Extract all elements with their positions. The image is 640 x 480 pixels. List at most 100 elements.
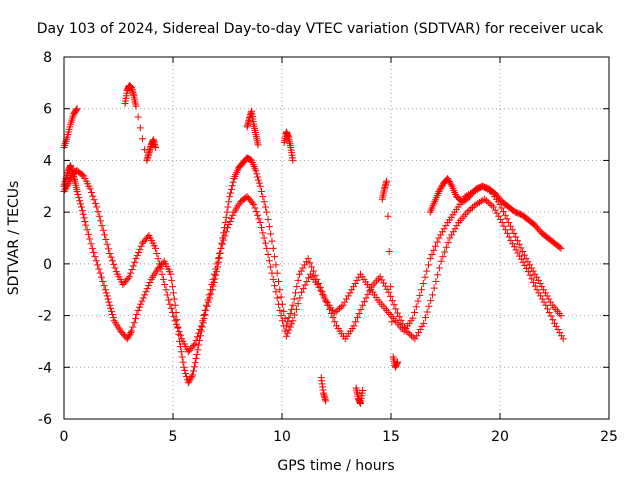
data-point	[275, 300, 283, 308]
data-point	[175, 328, 183, 336]
data-point	[189, 371, 197, 379]
data-point	[187, 374, 195, 382]
data-point	[557, 312, 565, 320]
data-point	[264, 215, 272, 223]
data-point	[362, 294, 370, 302]
data-point	[513, 237, 521, 245]
data-point	[108, 257, 116, 265]
data-point	[364, 290, 372, 298]
data-point	[536, 280, 544, 288]
data-point	[98, 222, 106, 230]
data-point	[337, 303, 345, 311]
data-point	[285, 326, 293, 334]
data-point	[96, 269, 104, 277]
data-point	[282, 332, 290, 340]
data-point	[180, 363, 188, 371]
data-point	[469, 203, 477, 211]
data-point	[106, 301, 114, 309]
data-point	[167, 304, 175, 312]
data-point	[448, 231, 456, 239]
data-point	[132, 255, 140, 263]
data-point	[299, 264, 307, 272]
data-point	[99, 277, 107, 285]
data-point	[272, 288, 280, 296]
data-point	[133, 252, 141, 260]
data-point	[383, 177, 391, 185]
data-point	[431, 242, 439, 250]
data-point	[531, 270, 539, 278]
data-point	[100, 282, 108, 290]
data-point	[90, 196, 98, 204]
data-point	[284, 318, 292, 326]
data-point	[437, 257, 445, 265]
y-tick-label: -6	[38, 412, 52, 428]
data-point	[259, 193, 267, 201]
data-point	[190, 363, 198, 371]
data-point	[102, 289, 110, 297]
data-point	[254, 141, 262, 149]
data-point	[86, 235, 94, 243]
data-point	[421, 273, 429, 281]
data-point	[378, 276, 386, 284]
data-point	[445, 176, 453, 184]
data-point	[343, 295, 351, 303]
data-point	[521, 261, 529, 269]
data-point	[551, 319, 558, 327]
data-point	[484, 198, 492, 206]
data-point	[271, 282, 279, 290]
data-point	[229, 178, 237, 186]
x-tick-label: 10	[273, 429, 291, 445]
data-point	[552, 322, 560, 330]
data-point	[420, 319, 428, 327]
data-point	[411, 335, 419, 343]
data-point	[72, 106, 80, 114]
data-point	[387, 283, 395, 291]
data-point	[488, 201, 496, 209]
data-point	[61, 186, 69, 194]
data-point	[401, 323, 409, 331]
data-point	[322, 298, 330, 306]
data-point	[353, 276, 361, 284]
data-point	[268, 269, 276, 277]
data-point	[255, 179, 263, 187]
data-point	[155, 260, 163, 268]
data-point	[263, 208, 271, 216]
data-point	[172, 320, 180, 328]
data-point	[547, 298, 555, 306]
data-point	[82, 221, 90, 229]
data-point	[106, 250, 114, 258]
data-point	[559, 335, 567, 343]
data-point	[91, 253, 99, 261]
data-point	[158, 270, 166, 278]
y-tick-label: 8	[43, 50, 52, 66]
data-point	[526, 261, 534, 269]
data-point	[101, 286, 109, 294]
data-point	[499, 208, 507, 216]
data-point	[505, 233, 513, 241]
data-point	[253, 170, 261, 178]
data-point	[137, 300, 145, 308]
data-point	[94, 208, 102, 216]
data-point	[309, 267, 317, 275]
data-point	[446, 179, 454, 187]
data-point	[414, 297, 422, 305]
data-point	[387, 292, 395, 300]
data-point	[535, 289, 543, 297]
data-point	[135, 248, 143, 256]
data-point	[414, 329, 422, 337]
data-point	[107, 304, 115, 312]
data-point	[146, 278, 154, 286]
data-point	[111, 264, 119, 272]
data-point	[261, 239, 269, 247]
data-point	[322, 397, 330, 405]
data-marks	[60, 81, 567, 407]
data-point	[77, 200, 85, 208]
y-tick-label: 0	[43, 257, 52, 273]
data-point	[228, 182, 236, 190]
data-point	[260, 198, 268, 206]
data-point	[427, 297, 435, 305]
data-point	[171, 301, 179, 309]
data-point	[544, 305, 552, 313]
data-point	[222, 228, 230, 236]
series-4	[426, 175, 565, 252]
